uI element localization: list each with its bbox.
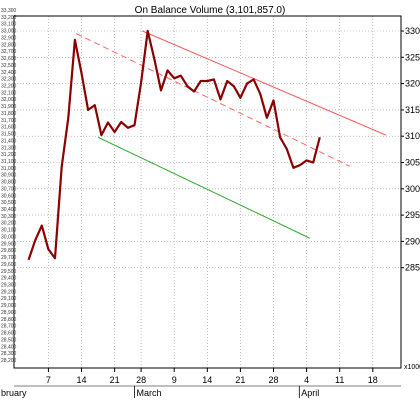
series-layer — [27, 29, 321, 261]
left-scale-label: 32,400 — [1, 70, 17, 76]
x-tick-label: 28 — [268, 375, 278, 385]
left-scale-label: 32,300 — [1, 77, 17, 83]
y-tick-label: 305 — [405, 158, 420, 168]
obv-series-line — [27, 29, 321, 261]
trend-line-solid — [142, 30, 387, 136]
left-scale-label: 29,200 — [1, 289, 17, 295]
trend-line-solid — [97, 136, 311, 239]
x-tick-label: 18 — [368, 375, 378, 385]
left-scale-label: 28,500 — [1, 337, 17, 343]
left-scale-label: 31,800 — [1, 111, 17, 117]
left-scale-label: 30,300 — [1, 214, 17, 220]
y-tick-label: 330 — [405, 26, 420, 36]
left-scale-label: 29,900 — [1, 241, 17, 247]
month-label: bruary — [1, 388, 27, 398]
left-scale-label: 28,400 — [1, 344, 17, 350]
x-tick-label: 14 — [202, 375, 212, 385]
y-tick-label: 290 — [405, 236, 420, 246]
left-scale-label: 32,900 — [1, 35, 17, 41]
left-scale-label: 31,200 — [1, 152, 17, 158]
month-label: April — [301, 388, 319, 398]
x-tick-label: 14 — [77, 375, 87, 385]
left-scale-label: 29,000 — [1, 303, 17, 309]
left-scale-label: 30,100 — [1, 228, 17, 234]
left-scale-label: 28,600 — [1, 331, 17, 337]
left-scale-label: 32,000 — [1, 97, 17, 103]
chart-title: On Balance Volume (3,101,857.0) — [135, 5, 286, 16]
y-tick-label: 300 — [405, 184, 420, 194]
left-scale-label: 29,600 — [1, 262, 17, 268]
trend-line-dashed — [76, 33, 350, 167]
left-scale-label: 30,800 — [1, 180, 17, 186]
y-unit-label: x1000 — [404, 364, 420, 371]
left-scale-label: 32,600 — [1, 56, 17, 62]
left-scale-label: 31,600 — [1, 125, 17, 131]
x-tick-label: 21 — [110, 375, 120, 385]
y-tick-label: 325 — [405, 52, 420, 62]
left-scale-label: 30,600 — [1, 193, 17, 199]
left-scale-label: 33,000 — [1, 29, 17, 35]
x-axis: 7 14 21 28 9 14 21 28 4 11 18 bruary March April — [1, 368, 401, 398]
y-tick-label: 320 — [405, 79, 420, 89]
left-scale-label: 29,500 — [1, 269, 17, 275]
left-scale-label: 28,700 — [1, 324, 17, 330]
left-scale-label: 29,400 — [1, 276, 17, 282]
y-tick-label: 310 — [405, 131, 420, 141]
x-tick-label: 7 — [46, 375, 51, 385]
x-tick-label: 9 — [172, 375, 177, 385]
left-scale-label: 33,100 — [1, 22, 17, 28]
left-scale-label: 32,200 — [1, 83, 17, 89]
left-scale-label: 32,800 — [1, 42, 17, 48]
left-scale-label: 32,100 — [1, 90, 17, 96]
left-scale-label: 30,900 — [1, 173, 17, 179]
left-scale-label: 31,400 — [1, 138, 17, 144]
trend-channels — [76, 30, 387, 239]
y-tick-label: 315 — [405, 105, 420, 115]
left-scale-label: 29,100 — [1, 296, 17, 302]
x-tick-label: 21 — [235, 375, 245, 385]
left-scale: 33,30033,20033,10033,00032,90032,80032,7… — [1, 8, 17, 364]
left-scale-label: 30,200 — [1, 221, 17, 227]
left-scale-label: 30,400 — [1, 207, 17, 213]
left-scale-label: 28,900 — [1, 310, 17, 316]
left-scale-label: 31,300 — [1, 145, 17, 151]
left-scale-label: 31,500 — [1, 132, 17, 138]
left-scale-label: 29,300 — [1, 283, 17, 289]
left-scale-label: 31,000 — [1, 166, 17, 172]
left-scale-label: 28,800 — [1, 317, 17, 323]
month-label: March — [136, 388, 161, 398]
y-tick-label: 285 — [405, 263, 420, 273]
left-scale-label: 31,100 — [1, 159, 17, 165]
y-axis: 285 290 295 300 305 310 315 320 325 330 — [401, 26, 420, 273]
left-scale-label: 33,200 — [1, 15, 17, 21]
left-scale-label: 32,700 — [1, 49, 17, 55]
left-scale-label: 30,500 — [1, 200, 17, 206]
left-scale-label: 28,200 — [1, 358, 17, 364]
left-scale-label: 30,000 — [1, 234, 17, 240]
left-scale-label: 31,900 — [1, 104, 17, 110]
x-tick-label: 11 — [335, 375, 344, 385]
x-tick-label: 4 — [304, 375, 309, 385]
left-scale-label: 31,700 — [1, 118, 17, 124]
y-tick-label: 295 — [405, 210, 420, 220]
left-scale-label: 30,700 — [1, 186, 17, 192]
left-scale-label: 29,700 — [1, 255, 17, 261]
left-scale-label: 33,300 — [1, 8, 17, 14]
left-scale-label: 29,800 — [1, 248, 17, 254]
left-scale-label: 32,500 — [1, 63, 17, 69]
x-tick-label: 28 — [136, 375, 146, 385]
left-scale-label: 28,300 — [1, 351, 17, 357]
